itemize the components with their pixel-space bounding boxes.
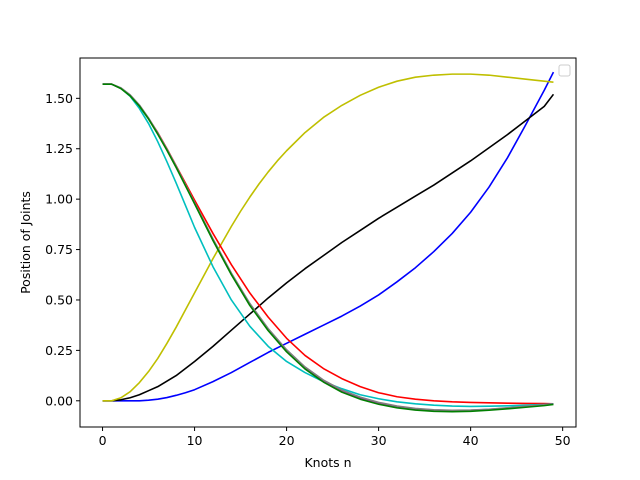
x-tick-label-5: 50 — [555, 433, 571, 448]
x-tick-label-2: 20 — [279, 433, 295, 448]
y-tick-label-5: 1.25 — [45, 141, 73, 156]
axis-ticks: 0 10 20 30 40 50 0.00 0.25 0.50 0.75 1.00 1.25 1.50 — [45, 91, 571, 448]
y-tick-label-4: 1.00 — [45, 192, 73, 207]
series-line-2 — [102, 93, 555, 402]
x-axis-label: Knots n — [304, 455, 351, 470]
y-tick-label-1: 0.25 — [45, 343, 73, 358]
legend — [558, 64, 571, 77]
y-tick-label-0: 0.00 — [45, 393, 73, 408]
legend-box — [558, 64, 571, 77]
plot-frame — [79, 57, 577, 428]
y-axis-label: Position of Joints — [18, 191, 33, 294]
series-line-1 — [102, 71, 555, 402]
x-tick-label-4: 40 — [463, 433, 479, 448]
series-line-4 — [102, 83, 554, 405]
x-tick-label-0: 0 — [99, 433, 107, 448]
series-lines — [102, 71, 555, 413]
series-line-3 — [102, 73, 554, 402]
y-tick-label-2: 0.50 — [45, 292, 73, 307]
y-tick-label-3: 0.75 — [45, 242, 73, 257]
y-tick-label-6: 1.50 — [45, 91, 73, 106]
series-line-6 — [102, 83, 554, 412]
series-line-8 — [102, 83, 554, 413]
x-tick-label-1: 10 — [187, 433, 203, 448]
series-line-5 — [102, 83, 554, 408]
x-tick-label-3: 30 — [371, 433, 387, 448]
series-line-7 — [102, 83, 554, 412]
